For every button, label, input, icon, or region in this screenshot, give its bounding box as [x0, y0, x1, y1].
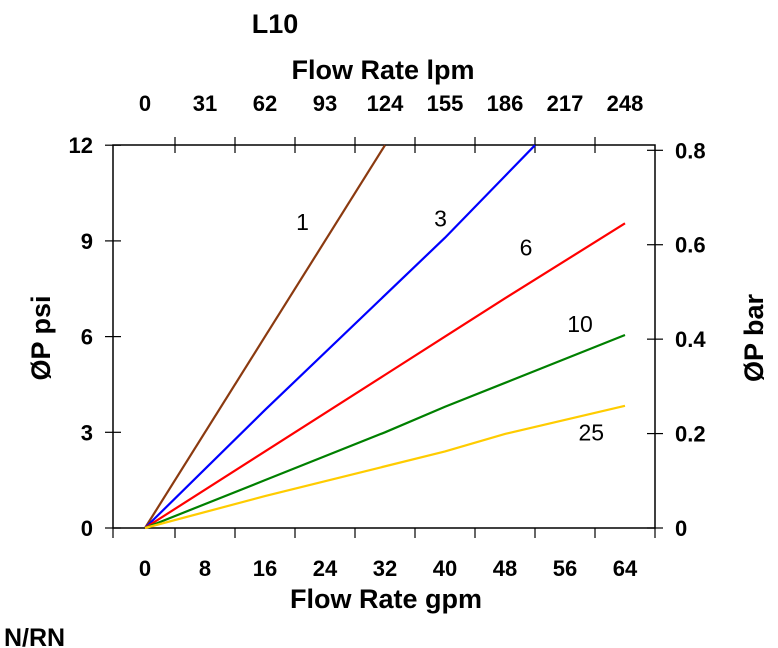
x2-tick-label: 155 [427, 91, 464, 116]
y-tick-label: 6 [81, 325, 93, 350]
x2-tick-label: 124 [367, 91, 404, 116]
y-tick-label: 12 [69, 133, 93, 158]
x2-tick-label: 217 [547, 91, 584, 116]
x2-tick-label: 62 [253, 91, 277, 116]
x-tick-label: 32 [373, 556, 397, 581]
series-label-25: 25 [578, 419, 604, 445]
y2-tick-label: 0.4 [675, 327, 706, 352]
x-axis-label: Flow Rate gpm [290, 584, 482, 614]
footnote: N/RN [4, 624, 65, 648]
x2-tick-label: 31 [193, 91, 217, 116]
x-tick-label: 8 [199, 556, 211, 581]
x2-tick-label: 248 [607, 91, 644, 116]
series-label-6: 6 [520, 234, 533, 260]
series-line-6 [144, 222, 626, 529]
y-tick-label: 3 [81, 420, 93, 445]
x-tick-label: 0 [139, 556, 151, 581]
series-label-10: 10 [567, 311, 593, 337]
y2-axis-label: ØP bar [739, 293, 769, 382]
chart-title: L10 [252, 9, 299, 39]
x2-tick-label: 186 [487, 91, 524, 116]
series-label-1: 1 [296, 209, 309, 235]
y2-tick-label: 0.6 [675, 233, 706, 258]
x-tick-label: 56 [553, 556, 577, 581]
series-line-25 [144, 404, 626, 530]
y-tick-label: 0 [81, 516, 93, 541]
x-tick-label: 48 [493, 556, 517, 581]
x2-tick-label: 0 [139, 91, 151, 116]
x-tick-label: 24 [313, 556, 338, 581]
x-tick-label: 40 [433, 556, 457, 581]
series-label-3: 3 [434, 206, 447, 232]
y2-tick-label: 0.2 [675, 422, 706, 447]
y-axis-label: ØP psi [26, 295, 56, 380]
x2-axis-label: Flow Rate lpm [291, 55, 474, 85]
x2-tick-label: 93 [313, 91, 337, 116]
y2-tick-label: 0 [675, 516, 687, 541]
x-tick-label: 64 [613, 556, 638, 581]
y2-tick-label: 0.8 [675, 138, 706, 163]
y-tick-label: 9 [81, 229, 93, 254]
series-line-1 [144, 144, 386, 529]
series-line-10 [144, 333, 626, 530]
series-line-3 [144, 144, 536, 529]
x-tick-label: 16 [253, 556, 277, 581]
